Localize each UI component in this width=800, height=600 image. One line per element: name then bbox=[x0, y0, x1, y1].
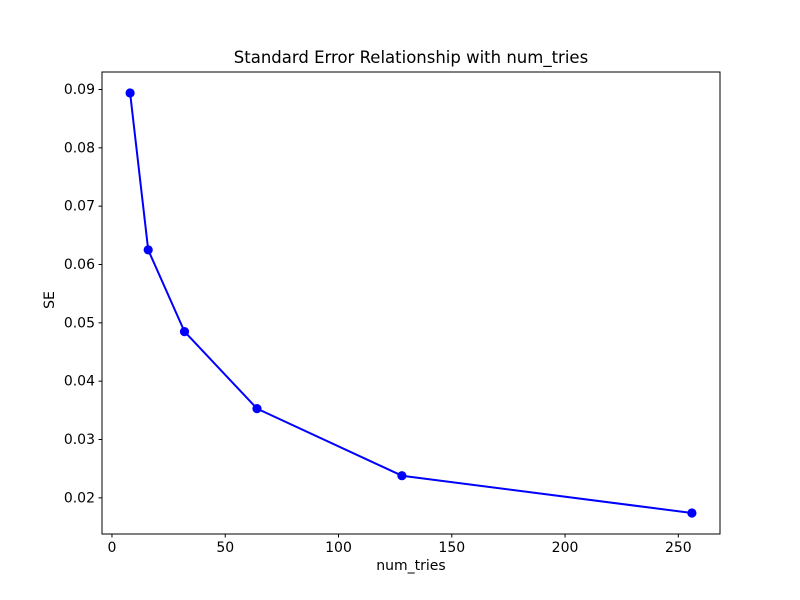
y-tick-label: 0.03 bbox=[64, 432, 95, 448]
y-tick-label: 0.09 bbox=[64, 82, 95, 98]
y-tick-label: 0.07 bbox=[64, 199, 95, 215]
x-tick-label: 200 bbox=[552, 540, 579, 556]
y-tick-label: 0.06 bbox=[64, 257, 95, 273]
plot-border bbox=[101, 71, 721, 535]
data-point-marker bbox=[125, 88, 135, 98]
y-tick-label: 0.05 bbox=[64, 315, 95, 331]
x-axis-ticks: 0 50 100 150 200 250 bbox=[108, 534, 692, 556]
se-line bbox=[129, 92, 693, 514]
data-point-marker bbox=[397, 471, 407, 481]
y-axis-label: SE bbox=[42, 291, 58, 309]
data-point-marker bbox=[252, 404, 262, 414]
x-tick-label: 0 bbox=[108, 540, 117, 556]
chart-title: Standard Error Relationship with num_tri… bbox=[234, 48, 588, 68]
y-axis-ticks: 0.02 0.03 0.04 0.05 0.06 0.07 0.08 0.09 bbox=[64, 82, 102, 506]
x-tick-label: 100 bbox=[325, 540, 352, 556]
y-tick-label: 0.04 bbox=[64, 374, 95, 390]
data-point-marker bbox=[179, 327, 190, 337]
y-tick-label: 0.02 bbox=[64, 490, 95, 506]
x-tick-label: 250 bbox=[665, 540, 692, 556]
x-tick-label: 150 bbox=[438, 540, 465, 556]
x-tick-label: 50 bbox=[216, 540, 234, 556]
y-tick-label: 0.08 bbox=[64, 140, 95, 156]
data-point-marker bbox=[687, 508, 697, 518]
x-axis-label: num_tries bbox=[376, 558, 445, 574]
data-point-marker bbox=[143, 245, 153, 255]
se-line-series bbox=[125, 88, 697, 518]
